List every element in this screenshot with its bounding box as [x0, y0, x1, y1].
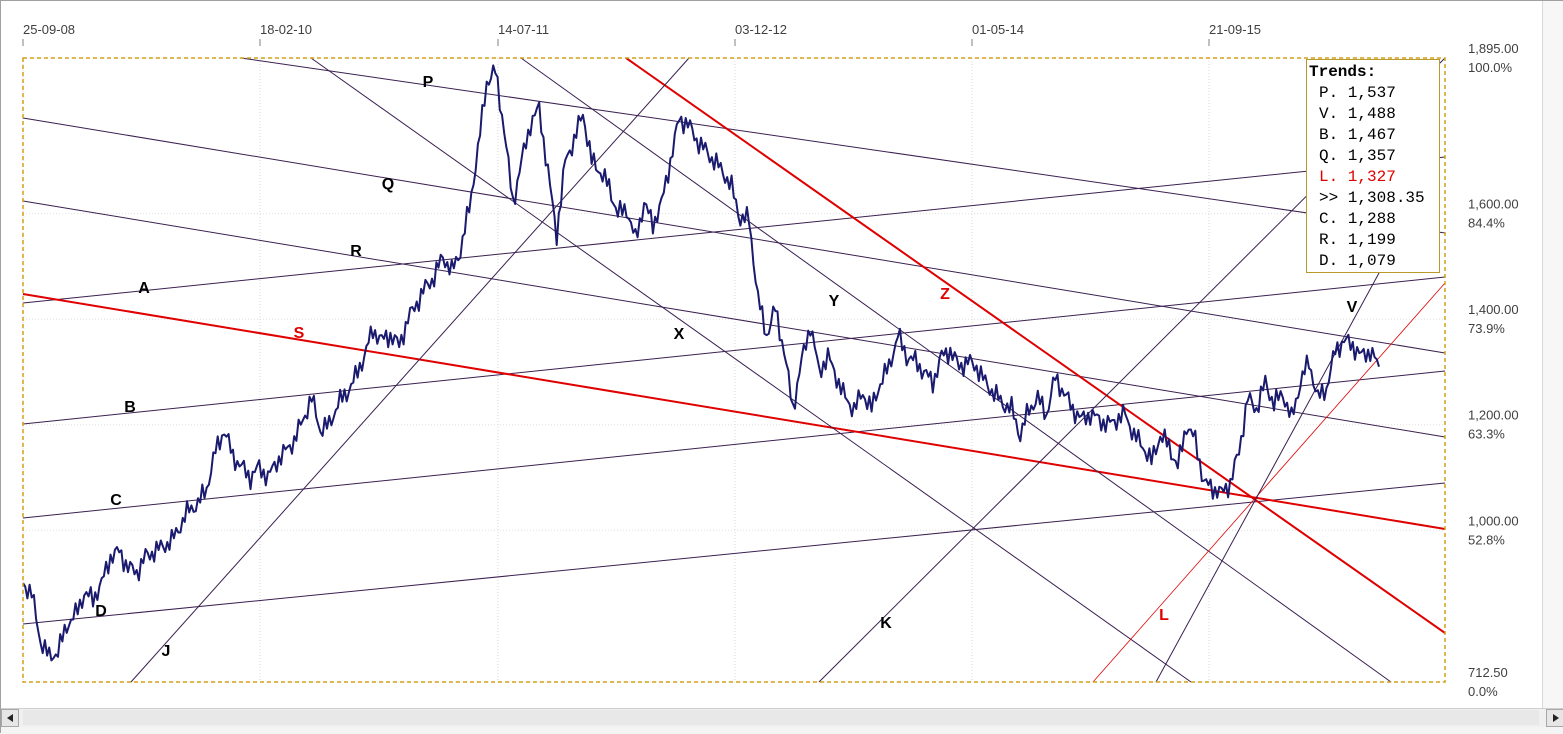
- scroll-right-arrow-icon[interactable]: [1546, 709, 1563, 727]
- trends-title: Trends:: [1309, 63, 1377, 81]
- y-tick-percent: 63.3%: [1468, 427, 1505, 442]
- trend-line-b: [22, 276, 1446, 425]
- trend-label-r: R: [350, 243, 362, 260]
- y-tick-percent: 0.0%: [1468, 684, 1498, 699]
- trends-legend: Trends: P. 1,537 V. 1,488 B. 1,467 Q. 1,…: [1306, 59, 1440, 273]
- trend-line-a: [22, 156, 1446, 304]
- y-tick-percent: 52.8%: [1468, 532, 1505, 547]
- status-strip: [1, 727, 1563, 734]
- trend-line-r: [22, 200, 1446, 438]
- horizontal-scrollbar[interactable]: [1, 708, 1563, 727]
- y-tick-price: 1,895.00: [1468, 41, 1519, 56]
- trend-line-z: [625, 57, 1446, 634]
- trend-line-q: [22, 117, 1446, 354]
- trend-line-x: [310, 57, 1192, 683]
- y-tick-price: 712.50: [1468, 665, 1508, 680]
- plot-frame: [22, 57, 1446, 683]
- trend-line-v: [1155, 250, 1392, 683]
- trend-entry-q: Q. 1,357: [1319, 147, 1396, 165]
- x-tick-label: 18-02-10: [260, 22, 312, 37]
- trend-label-z: Z: [940, 286, 950, 303]
- trend-line-p: [240, 57, 1446, 234]
- right-margin: [1542, 1, 1563, 708]
- trend-line-s: [22, 293, 1446, 530]
- trend-line-c: [22, 370, 1446, 519]
- trend-label-q: Q: [382, 176, 394, 193]
- trend-line-d: [22, 482, 1446, 625]
- y-tick-price: 1,600.00: [1468, 197, 1519, 212]
- y-tick-price: 1,000.00: [1468, 513, 1519, 528]
- x-tick-label: 21-09-15: [1209, 22, 1261, 37]
- trend-label-x: X: [674, 326, 685, 343]
- y-tick-percent: 73.9%: [1468, 321, 1505, 336]
- trend-label-k: K: [880, 615, 892, 632]
- trend-entry-p: P. 1,537: [1319, 84, 1396, 102]
- trend-label-l: L: [1159, 607, 1169, 624]
- trend-entry-b: B. 1,467: [1319, 126, 1396, 144]
- trend-entry-current: >> 1,308.35: [1319, 189, 1425, 207]
- trend-label-j: J: [162, 643, 171, 660]
- trend-entry-r: R. 1,199: [1319, 231, 1396, 249]
- trend-line-l: [1092, 282, 1446, 683]
- y-tick-price: 1,200.00: [1468, 408, 1519, 423]
- y-tick-percent: 100.0%: [1468, 60, 1513, 75]
- trend-label-d: D: [95, 603, 107, 620]
- trend-label-s: S: [294, 325, 305, 342]
- x-tick-label: 25-09-08: [23, 22, 75, 37]
- trend-label-a: A: [138, 280, 150, 297]
- trend-entry-v: V. 1,488: [1319, 105, 1396, 123]
- x-tick-label: 14-07-11: [498, 22, 549, 37]
- scroll-thumb[interactable]: [23, 710, 1539, 725]
- trend-line-y: [520, 57, 1392, 683]
- trend-label-y: Y: [829, 293, 840, 310]
- trend-label-b: B: [124, 399, 136, 416]
- trend-entry-c: C. 1,288: [1319, 210, 1396, 228]
- x-tick-label: 03-12-12: [735, 22, 787, 37]
- trend-entry-l: L. 1,327: [1319, 168, 1396, 186]
- y-tick-price: 1,400.00: [1468, 302, 1519, 317]
- trend-label-v: V: [1347, 299, 1358, 316]
- x-tick-label: 01-05-14: [972, 22, 1024, 37]
- trend-label-c: C: [110, 492, 122, 509]
- y-tick-percent: 84.4%: [1468, 216, 1505, 231]
- price-series-line: [22, 64, 1380, 662]
- trend-entry-d: D. 1,079: [1319, 252, 1396, 270]
- trend-label-p: P: [423, 74, 434, 91]
- scroll-left-arrow-icon[interactable]: [1, 709, 19, 727]
- trend-line-j: [130, 57, 690, 683]
